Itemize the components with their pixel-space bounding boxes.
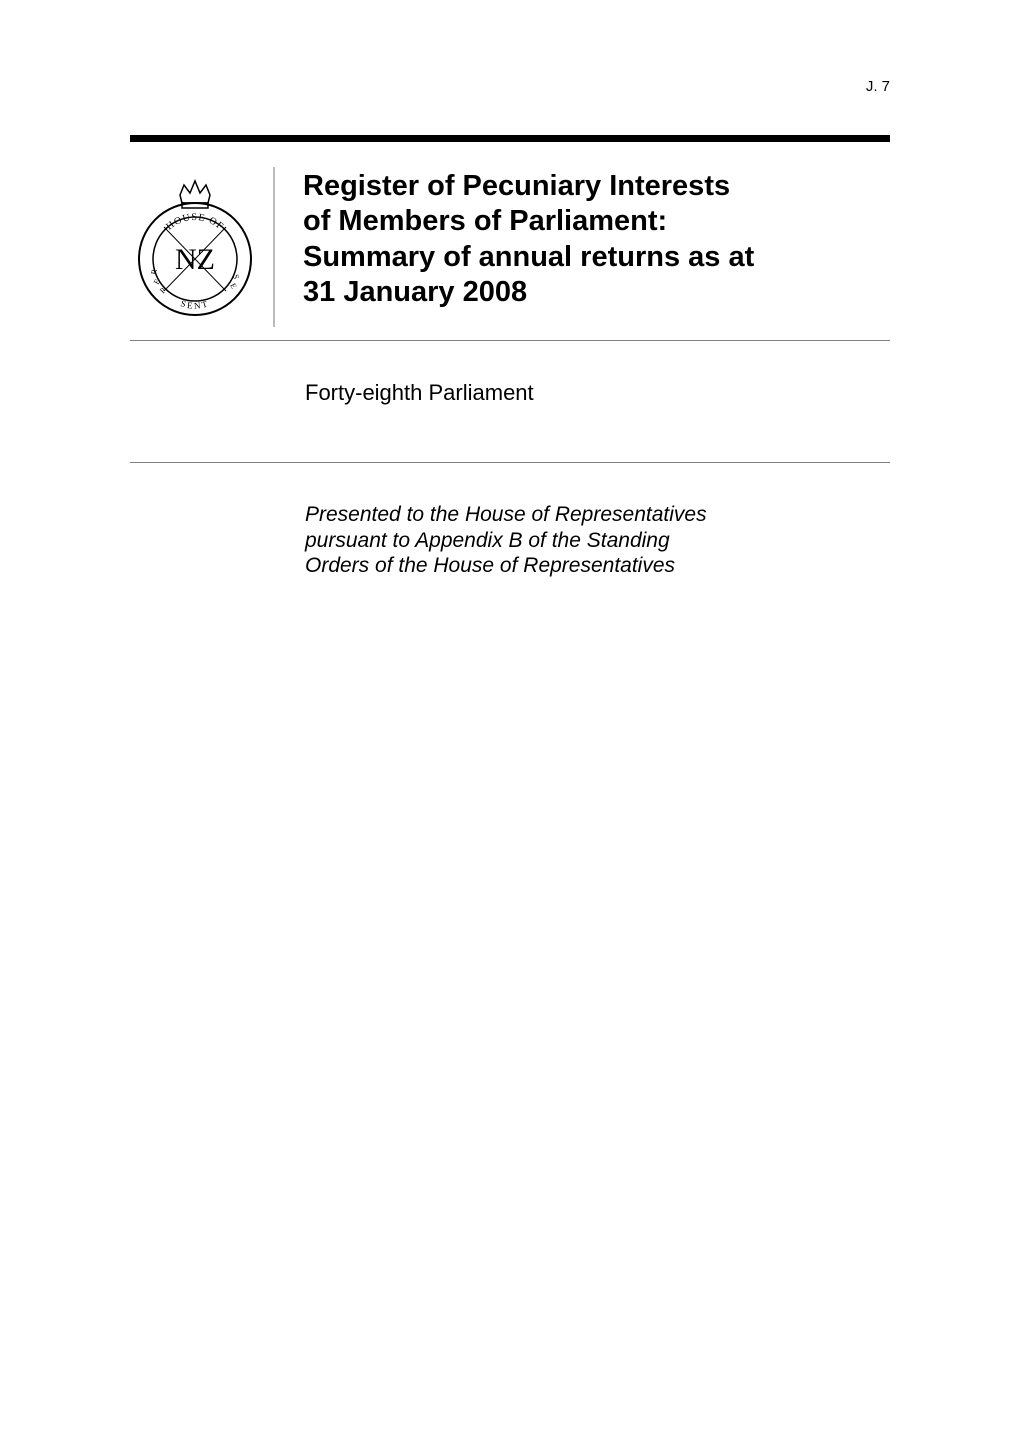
title-line-2: of Members of Parliament: bbox=[303, 204, 890, 239]
svg-text:NZ: NZ bbox=[175, 243, 215, 276]
presentation-block: Presented to the House of Representative… bbox=[305, 502, 850, 579]
parliamentary-crest-icon: NZ HOUSE OF R E P E S SENT bbox=[130, 167, 275, 327]
thick-horizontal-rule bbox=[130, 135, 890, 142]
title-block: Register of Pecuniary Interests of Membe… bbox=[303, 167, 890, 311]
svg-text:E: E bbox=[152, 277, 162, 286]
title-line-1: Register of Pecuniary Interests bbox=[303, 169, 890, 204]
svg-text:S: S bbox=[231, 274, 241, 280]
svg-text:SENT: SENT bbox=[179, 298, 210, 311]
presentation-line-2: pursuant to Appendix B of the Standing bbox=[305, 528, 850, 554]
presentation-line-3: Orders of the House of Representatives bbox=[305, 553, 850, 579]
presentation-line-1: Presented to the House of Representative… bbox=[305, 502, 850, 528]
title-line-4: 31 January 2008 bbox=[303, 275, 890, 310]
page-number: J. 7 bbox=[866, 78, 890, 95]
subtitle: Forty-eighth Parliament bbox=[305, 380, 534, 406]
thin-horizontal-rule bbox=[130, 462, 890, 463]
header-block: NZ HOUSE OF R E P E S SENT Register of P… bbox=[130, 167, 890, 327]
thin-horizontal-rule bbox=[130, 340, 890, 341]
title-line-3: Summary of annual returns as at bbox=[303, 240, 890, 275]
